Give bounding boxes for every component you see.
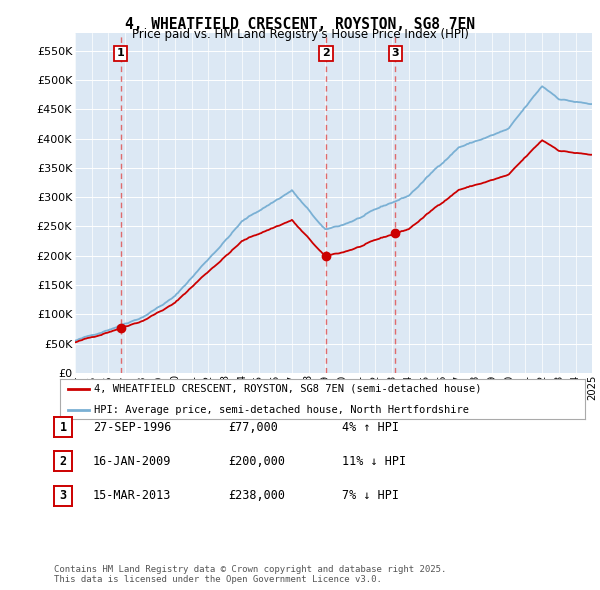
Text: £238,000: £238,000 bbox=[228, 489, 285, 502]
Text: 16-JAN-2009: 16-JAN-2009 bbox=[93, 455, 172, 468]
Text: 11% ↓ HPI: 11% ↓ HPI bbox=[342, 455, 406, 468]
Text: 3: 3 bbox=[59, 489, 67, 502]
Text: 15-MAR-2013: 15-MAR-2013 bbox=[93, 489, 172, 502]
Text: £200,000: £200,000 bbox=[228, 455, 285, 468]
Text: HPI: Average price, semi-detached house, North Hertfordshire: HPI: Average price, semi-detached house,… bbox=[94, 405, 469, 415]
Text: 2: 2 bbox=[322, 48, 330, 58]
Text: 27-SEP-1996: 27-SEP-1996 bbox=[93, 421, 172, 434]
Text: £77,000: £77,000 bbox=[228, 421, 278, 434]
Text: Contains HM Land Registry data © Crown copyright and database right 2025.
This d: Contains HM Land Registry data © Crown c… bbox=[54, 565, 446, 584]
Text: 4, WHEATFIELD CRESCENT, ROYSTON, SG8 7EN: 4, WHEATFIELD CRESCENT, ROYSTON, SG8 7EN bbox=[125, 17, 475, 31]
Text: 7% ↓ HPI: 7% ↓ HPI bbox=[342, 489, 399, 502]
Text: 4, WHEATFIELD CRESCENT, ROYSTON, SG8 7EN (semi-detached house): 4, WHEATFIELD CRESCENT, ROYSTON, SG8 7EN… bbox=[94, 384, 482, 394]
Text: 2: 2 bbox=[59, 455, 67, 468]
Text: 1: 1 bbox=[117, 48, 125, 58]
Text: 3: 3 bbox=[392, 48, 400, 58]
Text: 4% ↑ HPI: 4% ↑ HPI bbox=[342, 421, 399, 434]
Text: 1: 1 bbox=[59, 421, 67, 434]
Text: Price paid vs. HM Land Registry's House Price Index (HPI): Price paid vs. HM Land Registry's House … bbox=[131, 28, 469, 41]
